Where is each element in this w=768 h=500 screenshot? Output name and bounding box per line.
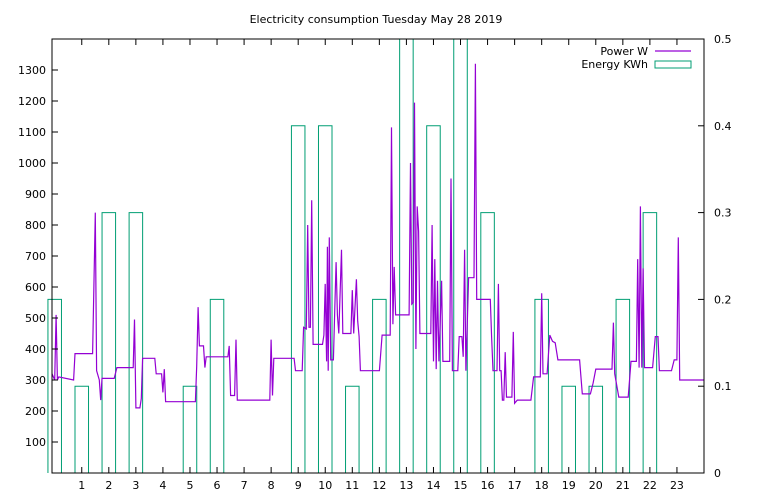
energy-bar [345, 385, 360, 473]
energy-bar [47, 298, 62, 473]
y-tick-label-left: 700 [25, 250, 46, 263]
x-tick-label: 7 [241, 479, 248, 492]
legend-energy-swatch [654, 60, 692, 69]
y-tick-label-left: 100 [25, 436, 46, 449]
x-tick-label: 22 [643, 479, 657, 492]
energy-bar [182, 385, 198, 473]
x-tick-label: 2 [105, 479, 112, 492]
x-tick-label: 12 [372, 479, 386, 492]
energy-bar [480, 212, 495, 473]
legend-energy-label: Energy KWh [581, 58, 648, 71]
energy-bar [372, 298, 387, 473]
x-tick-label: 1 [78, 479, 85, 492]
chart-title: Electricity consumption Tuesday May 28 2… [250, 13, 503, 26]
x-tick-label: 10 [318, 479, 332, 492]
x-tick-label: 8 [268, 479, 275, 492]
x-tick-label: 19 [562, 479, 576, 492]
energy-bar [209, 298, 225, 473]
y-tick-label-left: 900 [25, 188, 46, 201]
x-tick-label: 4 [159, 479, 166, 492]
y-tick-label-right: 0.1 [714, 380, 732, 393]
y-tick-label-left: 200 [25, 405, 46, 418]
energy-bar [642, 212, 658, 473]
energy-bar [317, 125, 333, 473]
x-tick-label: 3 [132, 479, 139, 492]
y-tick-label-right: 0.4 [714, 120, 732, 133]
y-tick-label-left: 1100 [18, 126, 46, 139]
energy-bar [426, 125, 441, 473]
y-tick-label-left: 300 [25, 374, 46, 387]
power-line [51, 63, 704, 409]
x-tick-label: 18 [535, 479, 549, 492]
x-tick-label: 6 [214, 479, 221, 492]
y-tick-label-left: 500 [25, 312, 46, 325]
y-tick-label-right: 0.5 [714, 33, 732, 46]
energy-bar [74, 385, 90, 473]
y-tick-label-right: 0.2 [714, 293, 732, 306]
energy-bar [101, 212, 117, 473]
y-tick-label-right: 0.3 [714, 207, 732, 220]
axes: 1 2 3 4 5 6 7 8 9 10 11 12 13 14 15 16 17 18 19 20 21 22 23100… [18, 33, 732, 492]
x-tick-label: 20 [589, 479, 603, 492]
y-tick-label-left: 1000 [18, 157, 46, 170]
energy-bar [588, 385, 604, 473]
energy-bar [615, 298, 631, 473]
x-tick-label: 11 [345, 479, 359, 492]
y-tick-label-left: 600 [25, 281, 46, 294]
legend: Power W Energy KWh [581, 45, 692, 71]
energy-bar [128, 212, 144, 473]
y-tick-label-left: 1300 [18, 64, 46, 77]
x-tick-label: 16 [481, 479, 495, 492]
x-tick-label: 17 [508, 479, 522, 492]
x-tick-label: 21 [616, 479, 630, 492]
legend-power-label: Power W [600, 45, 648, 58]
x-tick-label: 14 [426, 479, 440, 492]
energy-bar [561, 385, 576, 473]
x-tick-label: 23 [670, 479, 684, 492]
y-tick-label-left: 800 [25, 219, 46, 232]
x-tick-label: 13 [399, 479, 413, 492]
x-tick-label: 5 [186, 479, 193, 492]
energy-bar [290, 125, 306, 473]
plot-frame [51, 38, 705, 474]
y-tick-label-left: 1200 [18, 95, 46, 108]
power-series [51, 63, 704, 409]
y-tick-label-right: 0 [714, 467, 721, 480]
x-tick-label: 15 [454, 479, 468, 492]
y-tick-label-left: 400 [25, 343, 46, 356]
x-tick-label: 9 [295, 479, 302, 492]
